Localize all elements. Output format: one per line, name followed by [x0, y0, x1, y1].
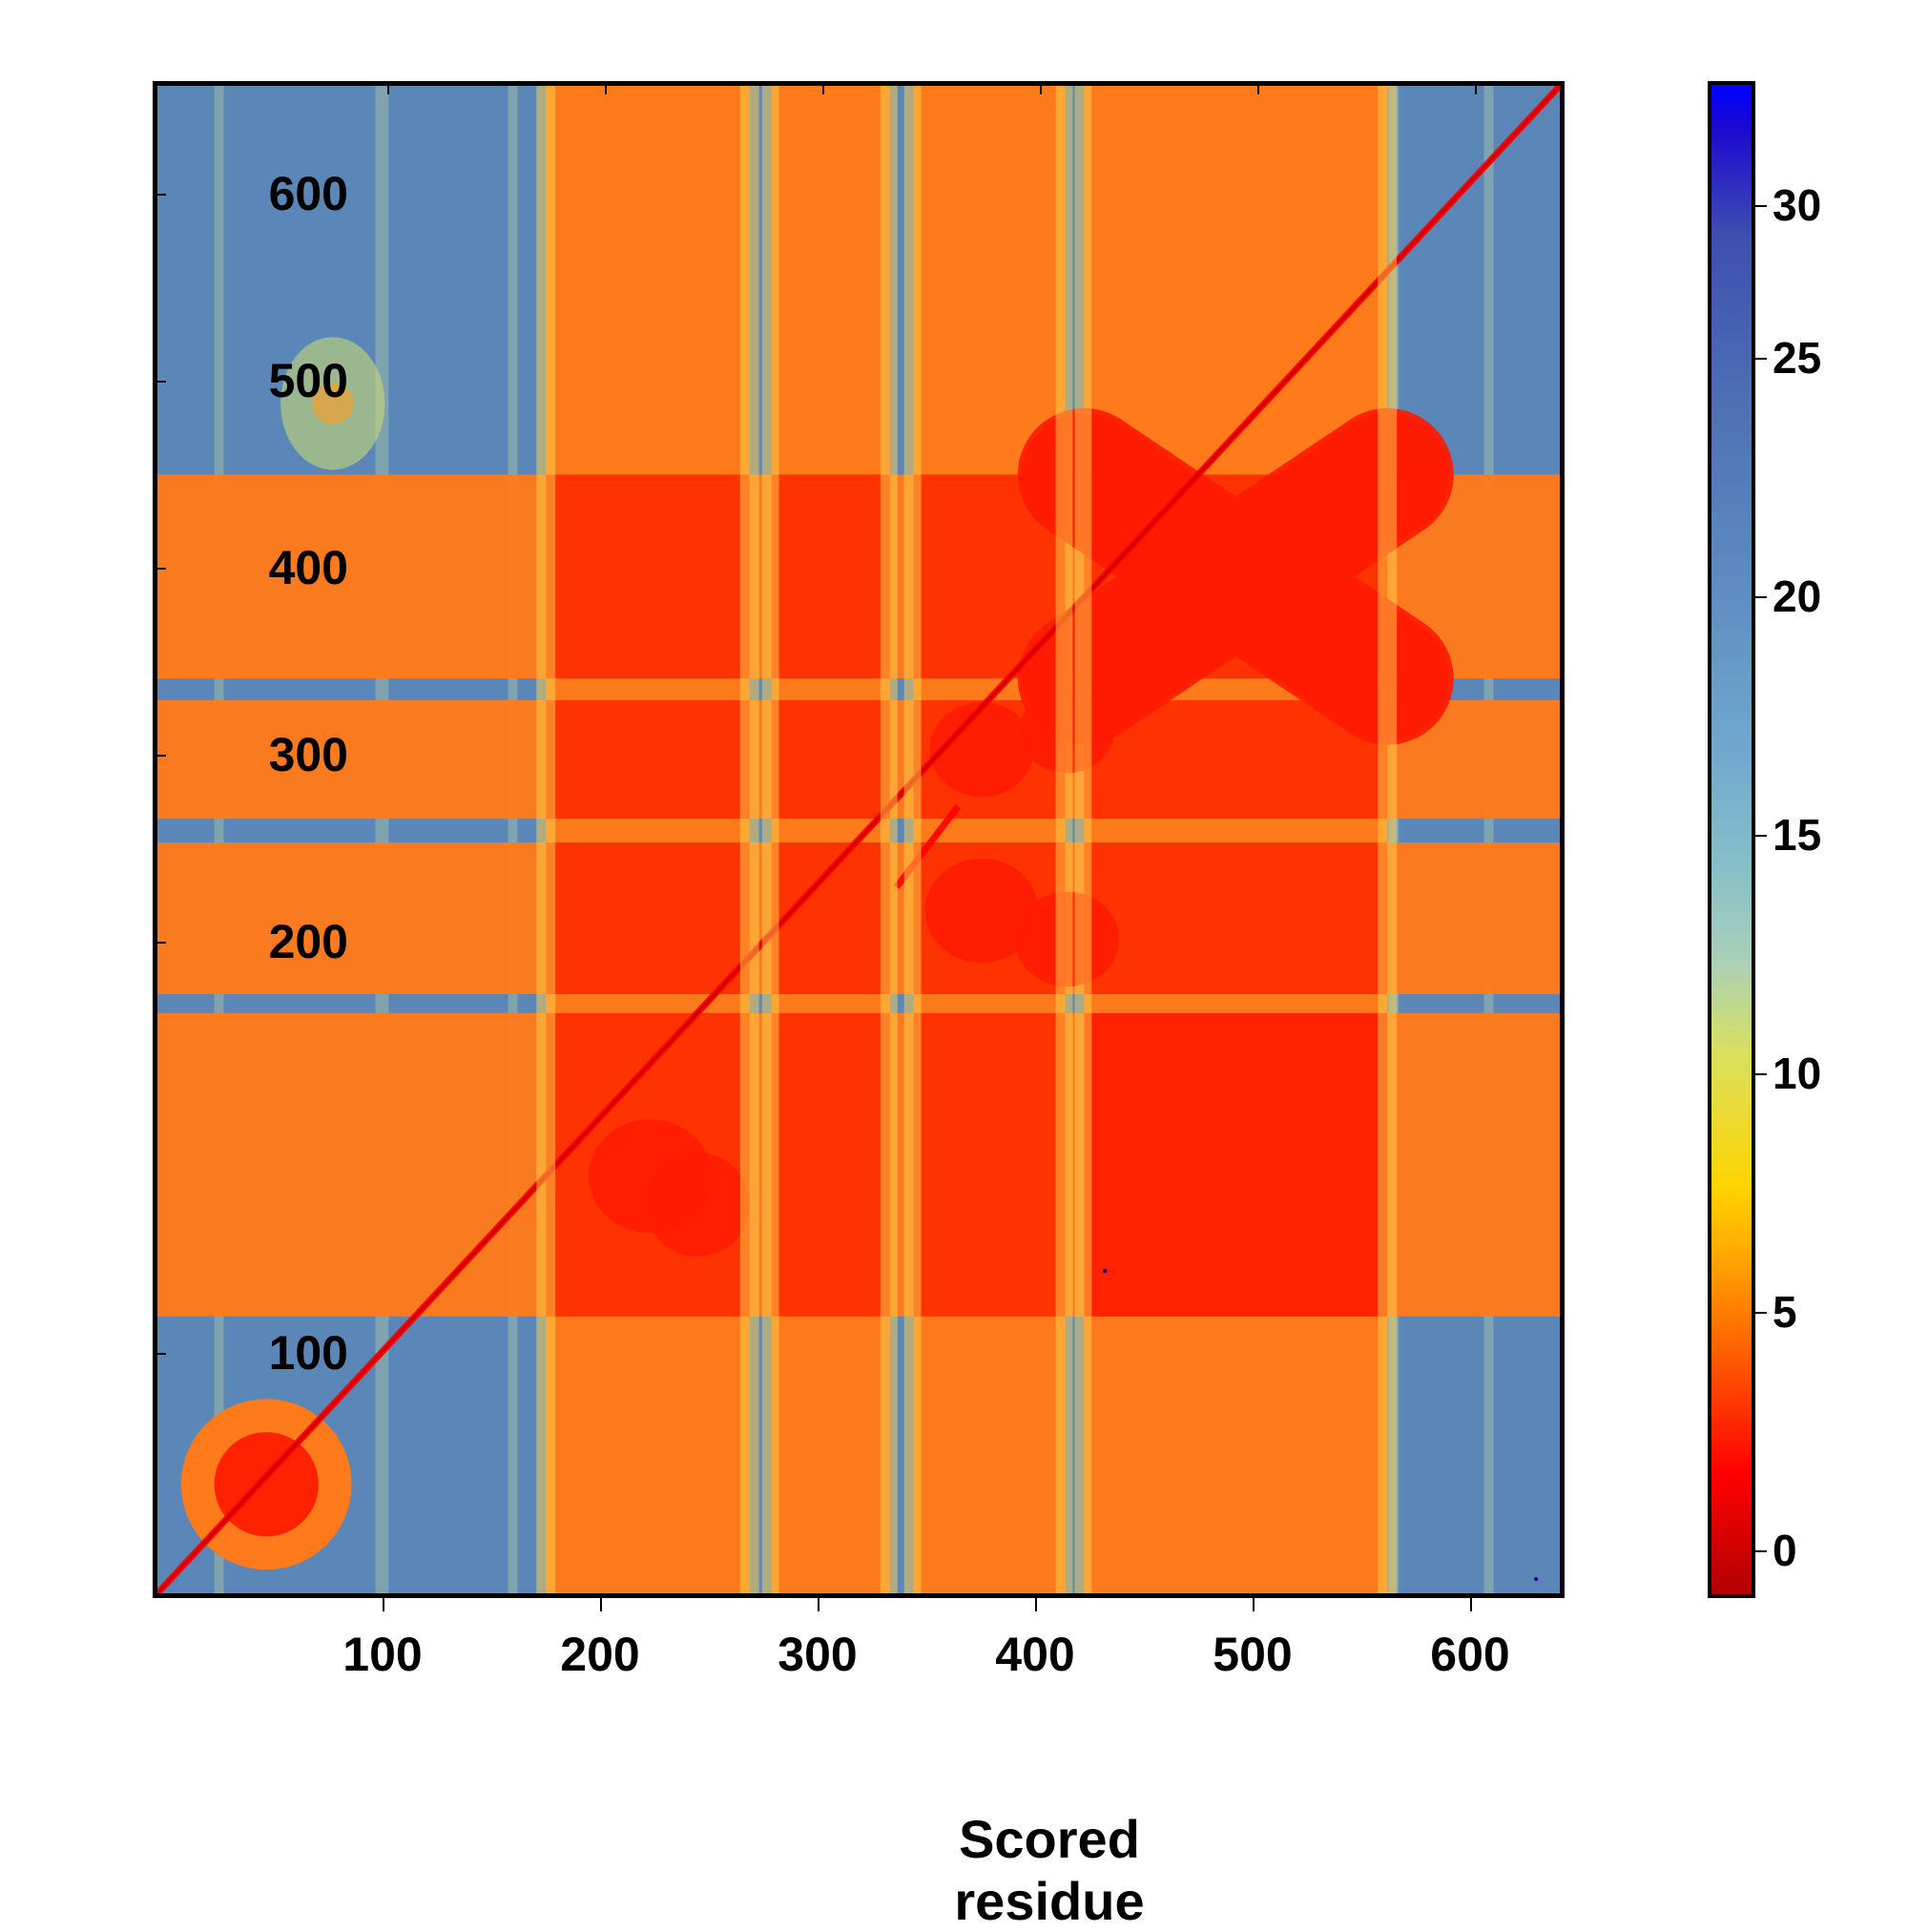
x-axis-label-100: 100 [342, 1627, 422, 1682]
colorbar-tick-5 [1755, 1312, 1767, 1314]
y-axis-label-600: 600 [215, 166, 348, 221]
colorbar-label-20: 20 [1773, 571, 1821, 622]
x-tick-500 [1253, 1598, 1255, 1611]
x-tick-600 [1470, 1598, 1472, 1611]
x-tick-top-300 [822, 81, 824, 94]
x-tick-400 [1035, 1598, 1037, 1611]
y-tick-400 [153, 568, 166, 570]
colorbar-gradient [1708, 81, 1755, 1598]
x-tick-top-400 [1040, 81, 1042, 94]
x-axis-label-400: 400 [995, 1627, 1074, 1682]
x-tick-top-600 [1475, 81, 1477, 94]
x-axis-label-300: 300 [778, 1627, 857, 1682]
colorbar-label-25: 25 [1773, 332, 1821, 384]
y-axis-label-400: 400 [215, 540, 348, 595]
y-tick-500 [153, 381, 166, 383]
colorbar-tick-20 [1755, 596, 1767, 598]
y-axis-label-100: 100 [215, 1325, 348, 1381]
x-axis-label-500: 500 [1213, 1627, 1292, 1682]
colorbar[interactable]: 0 5 10 15 20 25 30 [1708, 81, 1755, 1598]
x-axis-label-200: 200 [560, 1627, 639, 1682]
pae-heatmap-figure: 100 200 300 400 500 600 600 500 400 300 … [0, 0, 1908, 1908]
heatmap-canvas [157, 86, 1560, 1593]
colorbar-tick-30 [1755, 205, 1767, 207]
x-axis-title: Scored residue [859, 1808, 1240, 1932]
y-axis-label-500: 500 [215, 353, 348, 408]
colorbar-label-5: 5 [1773, 1286, 1797, 1338]
colorbar-label-10: 10 [1773, 1048, 1821, 1099]
y-axis-label-200: 200 [215, 914, 348, 969]
colorbar-label-15: 15 [1773, 809, 1821, 861]
y-axis-label-300: 300 [215, 727, 348, 782]
x-tick-100 [383, 1598, 384, 1611]
x-tick-200 [600, 1598, 602, 1611]
colorbar-label-0: 0 [1773, 1525, 1797, 1576]
colorbar-tick-0 [1755, 1550, 1767, 1552]
x-tick-top-500 [1257, 81, 1259, 94]
x-tick-top-200 [605, 81, 607, 94]
x-tick-300 [818, 1598, 819, 1611]
y-tick-100 [153, 1353, 166, 1355]
x-tick-top-100 [387, 81, 389, 94]
colorbar-tick-25 [1755, 358, 1767, 360]
colorbar-tick-10 [1755, 1073, 1767, 1075]
heatmap-plot-area [153, 81, 1565, 1598]
y-tick-300 [153, 755, 166, 757]
y-tick-200 [153, 942, 166, 944]
colorbar-label-30: 30 [1773, 179, 1821, 231]
x-axis-label-600: 600 [1430, 1627, 1509, 1682]
colorbar-tick-15 [1755, 835, 1767, 837]
y-tick-600 [153, 194, 166, 196]
